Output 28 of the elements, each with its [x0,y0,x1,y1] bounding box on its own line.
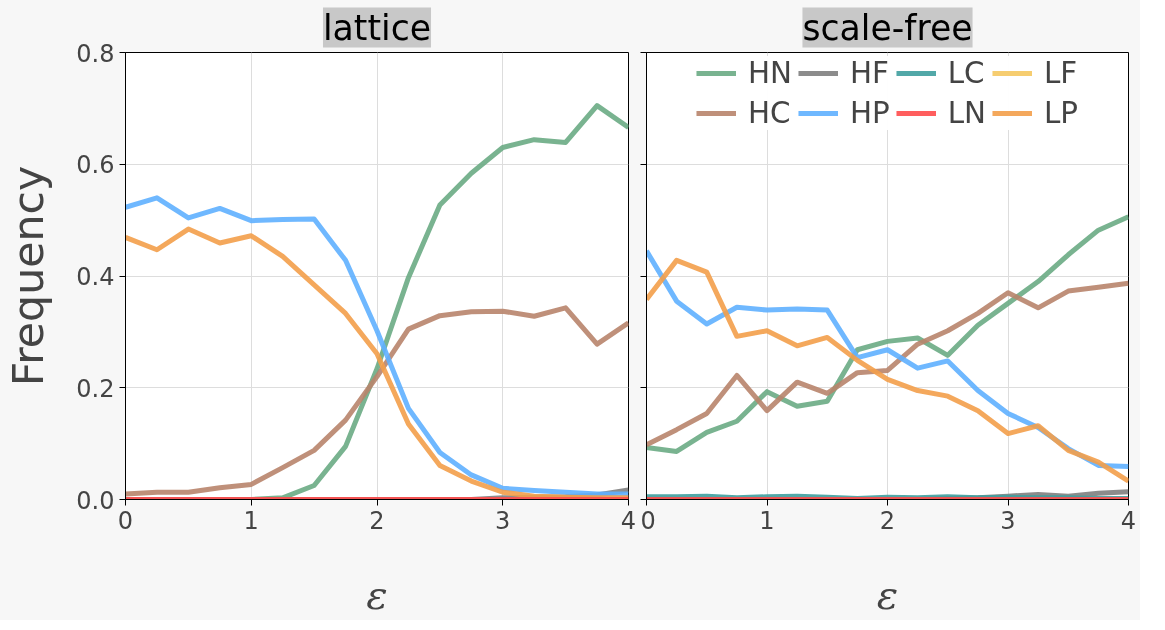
x-axis-title: ε [366,571,388,618]
legend-label: LN [947,96,986,130]
legend-label: LC [947,56,985,90]
y-tick-label: 0.8 [76,39,115,68]
x-tick-label: 3 [495,506,511,535]
legend-label: LF [1044,56,1078,90]
legend-label: LP [1044,96,1079,130]
x-tick-label: 0 [640,506,656,535]
y-tick-label: 0.4 [76,263,115,291]
x-tick-label: 0 [117,506,134,535]
legend-label: HP [849,96,890,130]
y-tick-label: 0.0 [76,486,115,515]
legend-label: HF [849,56,889,90]
x-tick-label: 1 [243,506,259,535]
y-tick-label: 0.6 [76,151,115,180]
x-axis-title: ε [876,571,899,618]
chart-title: scale-free [802,7,973,48]
x-tick-label: 3 [1000,506,1016,535]
legend-label: HN [747,56,792,90]
legend-label: HC [747,96,791,130]
x-tick-label: 2 [369,506,385,535]
chart-title: lattice [322,7,432,48]
x-tick-label: 4 [1120,506,1137,535]
x-tick-label: 4 [620,506,637,535]
x-tick-label: 1 [759,506,775,535]
y-tick-label: 0.2 [76,374,115,403]
y-axis-title: Frequency [3,165,54,387]
x-tick-label: 2 [879,506,896,535]
